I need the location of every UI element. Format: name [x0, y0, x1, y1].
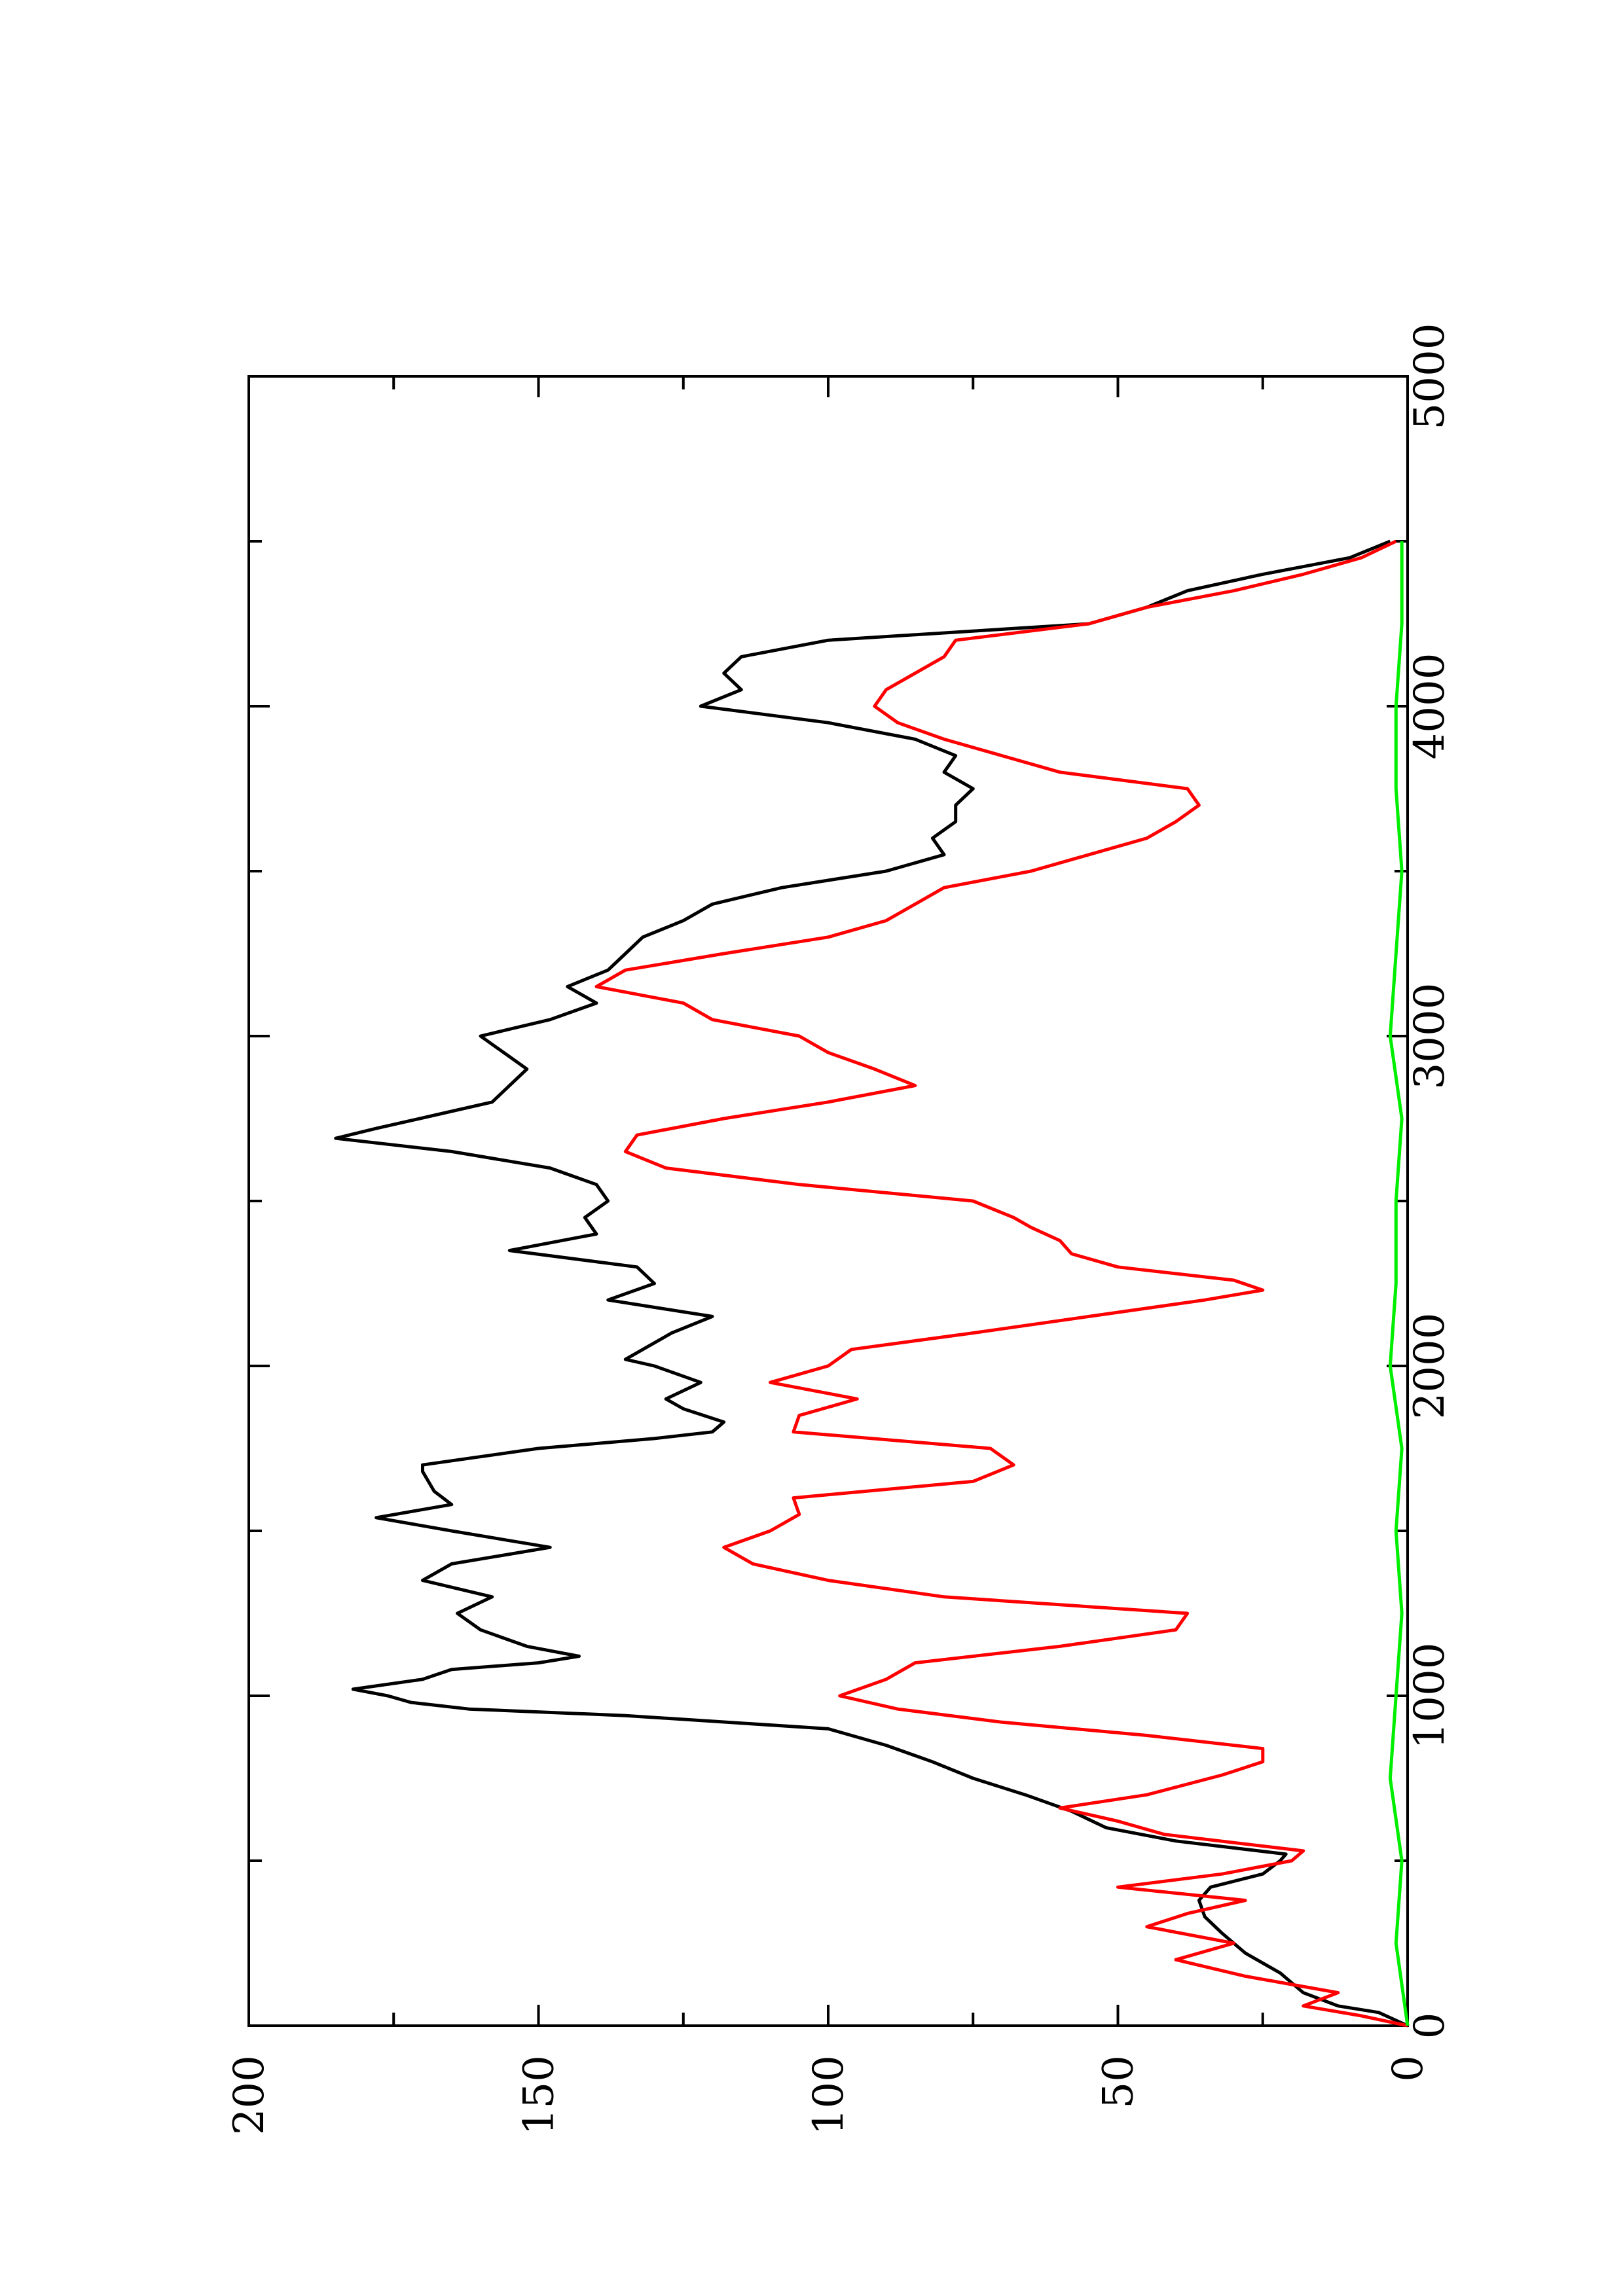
- x-tick-label: 4000: [1406, 653, 1454, 760]
- axis-ticks: [247, 375, 1409, 2027]
- y-tick-label: 150: [515, 2055, 564, 2135]
- series-line-3: [1388, 541, 1410, 2026]
- series-group: [334, 539, 1410, 2028]
- x-tick-label: 1000: [1406, 1643, 1454, 1749]
- axis-tick-labels: 0 1000 2000 3000 4000 5000 0 50 100 150 200: [225, 323, 1454, 2136]
- x-tick-label: 5000: [1406, 323, 1454, 430]
- y-tick-label: 50: [1095, 2055, 1143, 2108]
- series-line-1: [334, 539, 1409, 2028]
- y-tick-label: 200: [225, 2055, 274, 2135]
- x-tick-label: 2000: [1406, 1313, 1454, 1420]
- plot-frame: [247, 375, 1409, 2027]
- series-line-2: [594, 539, 1408, 2028]
- y-tick-label: 100: [805, 2055, 853, 2135]
- x-tick-label: 3000: [1406, 983, 1454, 1090]
- y-tick-label: 0: [1384, 2055, 1432, 2082]
- x-tick-label: 0: [1406, 2013, 1454, 2039]
